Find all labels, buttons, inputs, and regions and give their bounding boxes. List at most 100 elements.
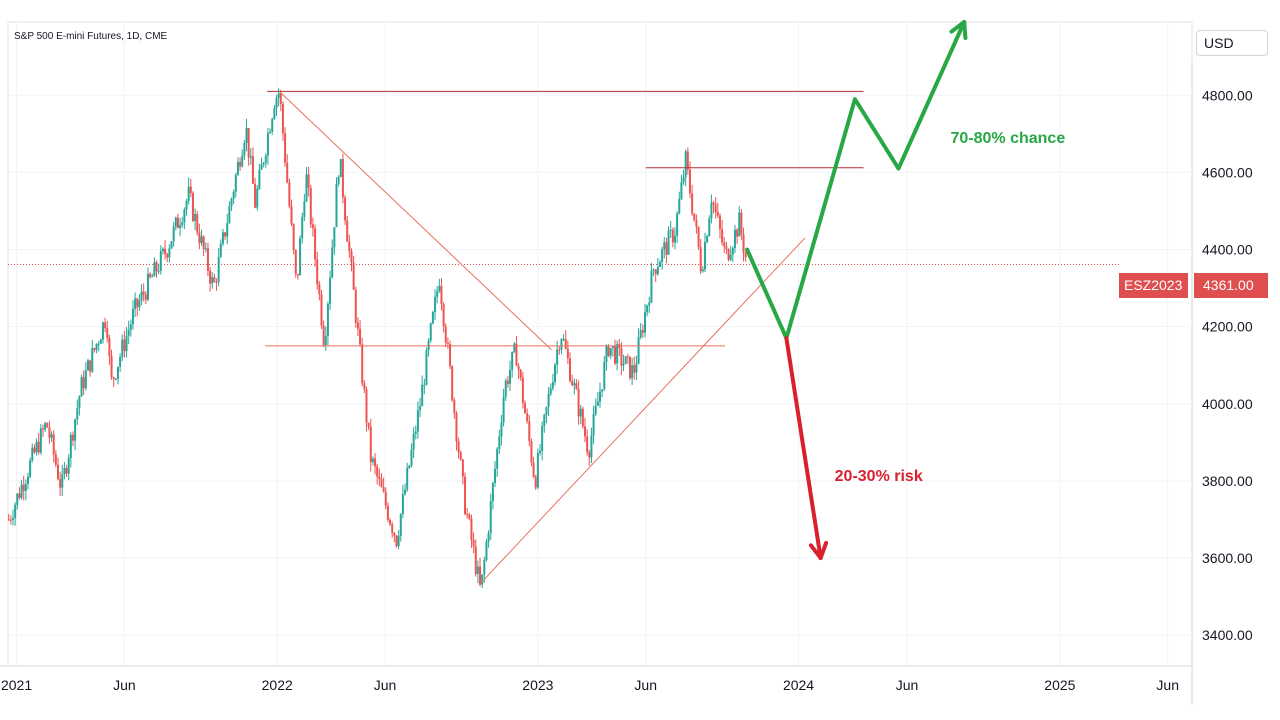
candle-body (331, 247, 334, 278)
candle-body (86, 360, 89, 371)
candle-body (258, 169, 261, 189)
candle-body (93, 348, 96, 350)
candle-body (185, 200, 188, 210)
price-tag-symbol: ESZ2023 (1119, 273, 1188, 298)
candle-body (479, 566, 482, 585)
candle-body (434, 296, 437, 312)
candle-body (37, 441, 40, 453)
candle-body (487, 532, 490, 542)
candle-body (318, 284, 321, 295)
candle-body (376, 466, 379, 477)
candle-body (82, 377, 85, 389)
candle-body (601, 389, 604, 392)
candle-body (181, 222, 184, 226)
candle-body (365, 389, 368, 423)
candle-body (20, 484, 23, 498)
candle-body (11, 518, 14, 520)
x-tick-label: Jun (896, 677, 919, 693)
candle-body (65, 468, 68, 474)
trendline (279, 91, 552, 351)
candle-body (661, 249, 664, 262)
candle-body (363, 383, 366, 390)
candle-body (406, 467, 409, 490)
candle-body (48, 427, 51, 438)
candle-body (699, 247, 702, 272)
candle-body (41, 428, 44, 430)
candle-body (693, 213, 696, 221)
candle-body (202, 236, 205, 250)
candle-body (26, 476, 29, 484)
candle-body (367, 422, 370, 427)
candle-body (701, 269, 704, 272)
candle-body (59, 479, 62, 488)
candle-body (194, 214, 197, 221)
candle-body (648, 302, 651, 306)
x-tick-label: Jun (113, 677, 136, 693)
price-tag-value: 4361.00 (1194, 273, 1268, 298)
candle-body (628, 356, 631, 379)
candle-body (414, 431, 417, 434)
bear-annotation: 20-30% risk (835, 468, 923, 485)
candle-body (564, 339, 567, 349)
currency-selector[interactable]: USD (1196, 30, 1268, 56)
candle-body (442, 304, 445, 327)
candle-body (112, 377, 115, 379)
candle-body (419, 406, 422, 411)
candle-body (427, 340, 430, 351)
candle-body (697, 226, 700, 248)
candle-body (686, 151, 689, 170)
candle-body (491, 483, 494, 502)
candle-body (562, 339, 565, 341)
candle-body (39, 428, 42, 453)
candle-body (170, 241, 173, 249)
candle-body (658, 261, 661, 268)
candle-body (684, 151, 687, 178)
candle-body (101, 322, 104, 340)
candle-body (530, 441, 533, 463)
candle-body (393, 532, 396, 536)
candle-body (314, 228, 317, 260)
candle-body (189, 186, 192, 194)
candle-body (18, 493, 21, 498)
candle-body (599, 391, 601, 402)
candle-body (408, 465, 411, 468)
candle-body (695, 220, 698, 227)
candle-body (16, 493, 19, 505)
bull-arrow-head (949, 20, 968, 40)
candle-body (339, 159, 342, 177)
candle-body (273, 108, 276, 119)
candle-body (620, 348, 623, 366)
x-tick-label: 2021 (1, 677, 32, 693)
candle-body (397, 535, 400, 547)
candle-body (744, 252, 747, 258)
candle-body (714, 204, 717, 212)
candle-body (348, 241, 351, 252)
candle-body (230, 198, 233, 207)
x-tick-label: Jun (1156, 677, 1179, 693)
candle-body (56, 464, 59, 480)
candle-body (354, 289, 357, 323)
y-tick-label: 4200.00 (1202, 319, 1253, 335)
candle-body (470, 518, 473, 541)
y-tick-label: 4400.00 (1202, 242, 1253, 258)
candle-body (142, 291, 145, 295)
candle-body (166, 254, 169, 258)
y-tick-label: 4000.00 (1202, 396, 1253, 412)
candle-body (294, 250, 297, 274)
candle-body (76, 407, 79, 420)
candle-body (453, 400, 456, 414)
candle-body (161, 248, 164, 252)
candle-body (352, 262, 355, 290)
candle-body (228, 206, 231, 224)
candle-body (116, 366, 119, 379)
candle-body (31, 447, 34, 461)
candle-body (609, 348, 612, 356)
candle-body (346, 220, 349, 242)
candle-body (241, 155, 244, 167)
candle-body (637, 337, 640, 364)
candle-body (706, 236, 709, 243)
candle-body (626, 356, 629, 358)
candle-body (395, 535, 398, 547)
